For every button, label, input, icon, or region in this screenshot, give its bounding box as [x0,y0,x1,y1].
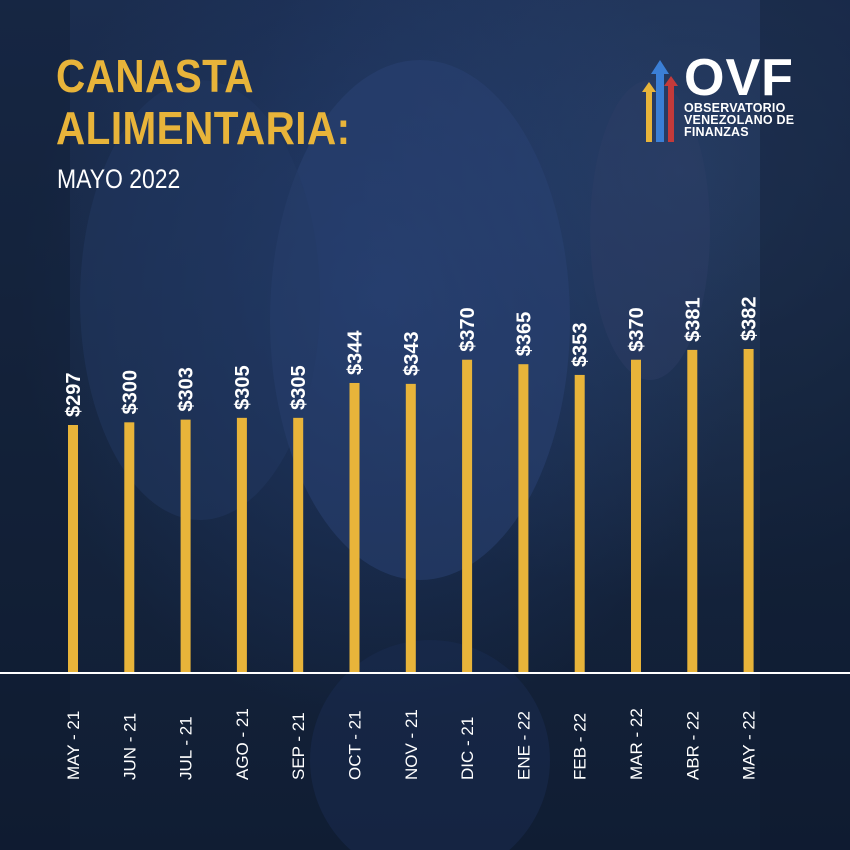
x-tick-label: DIC - 21 [458,717,477,780]
x-tick-label: AGO - 21 [233,708,252,780]
bar [574,374,585,672]
x-tick-label: ENE - 22 [514,711,533,780]
bar [405,383,416,672]
bar [124,422,135,672]
bar [180,419,191,672]
bar [462,359,473,672]
bar [631,359,641,672]
bar-value-label: $305 [232,365,254,410]
bar-value-label: $297 [63,373,85,418]
bar-value-label: $353 [570,322,592,367]
bar [518,364,529,672]
logo-line-3: FINANZAS [684,125,749,139]
x-tick-label: JUL - 21 [177,716,196,780]
bar-value-label: $300 [119,370,141,415]
x-tick-label: MAY - 21 [64,711,83,780]
bar-value-label: $370 [457,307,479,351]
chart-subtitle: MAYO 2022 [57,164,181,194]
x-tick-label: FEB - 22 [571,713,590,780]
bar-value-label: $344 [345,330,367,375]
bar-value-label: $381 [682,297,704,342]
bar [236,417,247,672]
bar [349,382,360,672]
chart-title: CANASTA ALIMENTARIA: [56,50,351,154]
title-line-2: ALIMENTARIA: [56,102,351,154]
bar [743,349,754,672]
x-tick-label: MAY - 22 [740,711,759,780]
x-tick-label: JUN - 21 [120,713,139,780]
bar [687,349,698,672]
bar-value-label: $343 [401,331,423,376]
bar-value-label: $370 [626,307,648,352]
bar [68,425,78,672]
x-tick-label: ABR - 22 [683,711,702,780]
bar-value-label: $365 [513,312,535,357]
bar-value-label: $305 [288,365,310,410]
x-tick-label: SEP - 21 [289,712,308,780]
x-tick-label: MAR - 22 [627,708,646,780]
ovf-logo: OVF OBSERVATORIO VENEZOLANO DE FINANZAS [640,52,810,144]
logo-brand: OVF [684,49,794,107]
bar-value-label: $303 [176,367,198,412]
bar-value-label: $382 [739,297,761,342]
rising-arrows-icon [642,60,678,142]
bar [293,417,304,672]
x-tick-label: OCT - 21 [346,710,365,780]
x-tick-label: NOV - 21 [402,709,421,780]
logo-line-1: OBSERVATORIO [684,101,786,115]
logo-line-2: VENEZOLANO DE [684,113,795,127]
title-line-1: CANASTA [56,50,254,102]
